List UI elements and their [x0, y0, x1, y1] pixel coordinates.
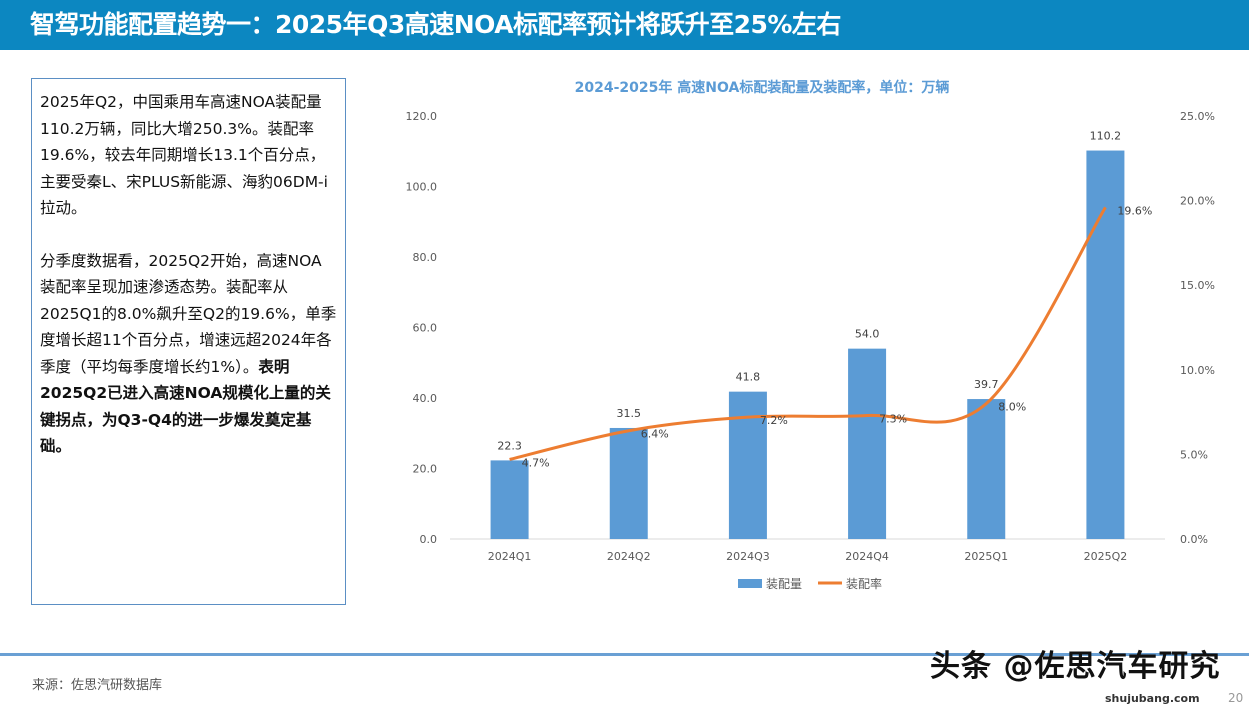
watermark-site: shujubang.com	[1105, 692, 1200, 705]
y-left-tick: 60.0	[413, 322, 438, 335]
y-right-tick: 15.0%	[1180, 279, 1215, 292]
y-right-tick: 20.0%	[1180, 195, 1215, 208]
page-title: 智驾功能配置趋势一：2025年Q3高速NOA标配率预计将跃升至25%左右	[0, 0, 1249, 50]
rate-line	[509, 206, 1107, 461]
y-right-tick: 10.0%	[1180, 364, 1215, 377]
x-tick: 2024Q4	[845, 550, 889, 563]
rate-label: 4.7%	[522, 456, 550, 469]
bar-label: 54.0	[855, 328, 880, 341]
summary-highlight: 表明2025Q2已进入高速NOA规模化上量的关键拐点，为Q3-Q4的进一步爆发奠…	[40, 357, 331, 456]
rate-label: 6.4%	[641, 428, 669, 441]
source-note: 来源：佐思汽研数据库	[32, 678, 163, 693]
bar	[609, 427, 648, 539]
y-left-tick: 20.0	[413, 463, 438, 476]
bar-label: 22.3	[497, 439, 522, 452]
y-left-tick: 80.0	[413, 251, 438, 264]
y-right-tick: 0.0%	[1180, 533, 1208, 546]
bar-label: 41.8	[736, 371, 761, 384]
legend-bar-swatch	[738, 579, 762, 588]
y-right-tick: 5.0%	[1180, 448, 1208, 461]
rate-label: 7.2%	[760, 414, 788, 427]
x-tick: 2025Q2	[1084, 550, 1128, 563]
x-tick: 2024Q1	[488, 550, 532, 563]
x-tick: 2024Q2	[607, 550, 651, 563]
bar	[1086, 150, 1125, 540]
x-tick: 2025Q1	[964, 550, 1008, 563]
bar	[490, 460, 529, 539]
chart-title: 2024-2025年 高速NOA标配装配量及装配率，单位：万辆	[575, 79, 950, 96]
summary-paragraph-1: 2025年Q2，中国乘用车高速NOA装配量110.2万辆，同比大增250.3%。…	[40, 93, 328, 217]
y-left-tick: 0.0	[420, 533, 438, 546]
summary-paragraph-2: 分季度数据看，2025Q2开始，高速NOA装配率呈现加速渗透态势。装配率从202…	[40, 248, 337, 460]
rate-label: 7.3%	[879, 412, 907, 425]
y-left-tick: 100.0	[406, 181, 438, 194]
summary-textbox: 2025年Q2，中国乘用车高速NOA装配量110.2万辆，同比大增250.3%。…	[31, 78, 346, 605]
x-tick: 2024Q3	[726, 550, 770, 563]
y-left-tick: 120.0	[406, 110, 438, 123]
summary-text: 分季度数据看，2025Q2开始，高速NOA装配率呈现加速渗透态势。装配率从202…	[40, 251, 337, 376]
page-number: 20	[1228, 691, 1244, 705]
y-right-tick: 25.0%	[1180, 110, 1215, 123]
bar-label: 39.7	[974, 378, 999, 391]
rate-label: 19.6%	[1117, 204, 1152, 217]
legend-line-label: 装配率	[846, 576, 882, 591]
footer-divider	[0, 653, 1249, 656]
rate-label: 8.0%	[998, 401, 1026, 414]
bar-label: 31.5	[617, 407, 642, 420]
watermark: 头条 @佐思汽车研究	[930, 649, 1221, 684]
legend-bar-label: 装配量	[766, 577, 802, 591]
bar	[848, 348, 887, 539]
bar	[967, 399, 1006, 539]
bar-label: 110.2	[1090, 130, 1122, 143]
y-left-tick: 40.0	[413, 392, 438, 405]
